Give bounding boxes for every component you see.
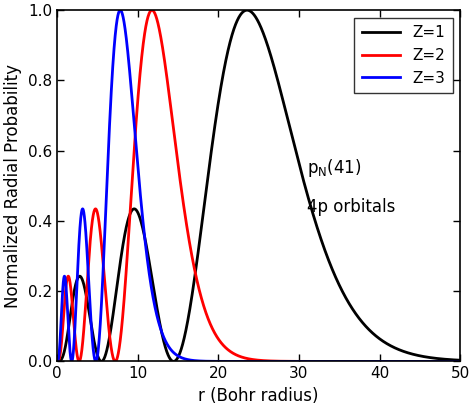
Z=1 [386,342,392,347]
Z=2 [54,359,60,364]
Z=2 [127,210,133,215]
Z=1 [317,231,322,236]
Z=2 [208,323,214,328]
Z=2 [296,359,301,364]
Y-axis label: Normalized Radial Probability: Normalized Radial Probability [4,64,22,308]
Z=3 [296,359,301,364]
Z=3 [54,359,60,364]
Z=3 [457,359,463,364]
Z=2 [149,8,155,13]
Z=1 [127,211,133,216]
X-axis label: r (Bohr radius): r (Bohr radius) [198,387,319,405]
Z=2 [386,359,392,364]
Z=2 [457,359,463,364]
Z=1 [208,151,214,156]
Z=1 [296,160,301,165]
Z=3 [128,75,133,80]
Z=1 [457,358,463,363]
Z=3 [386,359,392,364]
Z=3 [317,359,322,364]
Text: 4p orbitals: 4p orbitals [307,198,395,216]
Z=3 [355,359,361,364]
Line: Z=3: Z=3 [57,10,460,362]
Line: Z=1: Z=1 [57,10,460,362]
Text: p$_\mathrm{N}$(41): p$_\mathrm{N}$(41) [307,157,362,179]
Z=2 [317,359,322,364]
Z=2 [355,359,361,364]
Z=3 [208,359,214,364]
Z=3 [118,8,123,13]
Line: Z=2: Z=2 [57,10,460,362]
Z=1 [54,359,60,364]
Z=1 [355,314,361,319]
Z=1 [244,8,250,13]
Legend: Z=1, Z=2, Z=3: Z=1, Z=2, Z=3 [354,18,453,93]
